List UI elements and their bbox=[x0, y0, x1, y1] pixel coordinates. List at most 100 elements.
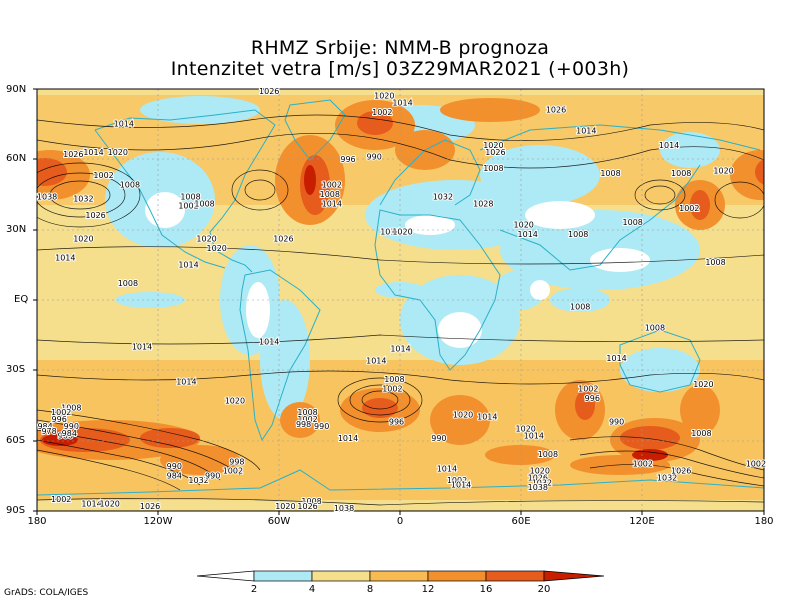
pressure-label: 1032 bbox=[73, 195, 93, 204]
pressure-label: 998 bbox=[296, 420, 311, 429]
pressure-label: 1008 bbox=[623, 218, 643, 227]
lat-tick-label: 90N bbox=[6, 84, 27, 95]
pressure-label: 998 bbox=[229, 457, 244, 466]
colorbar-level-label: 12 bbox=[421, 584, 435, 595]
lat-tick-label: EQ bbox=[14, 294, 29, 305]
pressure-label: 1002 bbox=[382, 385, 402, 394]
pressure-label: 990 bbox=[167, 462, 182, 471]
pressure-label: 984 bbox=[62, 429, 77, 438]
pressure-label: 1008 bbox=[384, 375, 404, 384]
graticule bbox=[37, 89, 764, 511]
pressure-label: 1008 bbox=[691, 429, 711, 438]
pressure-label: 1014 bbox=[178, 260, 198, 269]
pressure-label: 1002 bbox=[178, 202, 198, 211]
pressure-label: 1032 bbox=[532, 478, 552, 487]
pressure-label: 1026 bbox=[85, 211, 105, 220]
pressure-label: 1020 bbox=[530, 467, 550, 476]
pressure-label: 1020 bbox=[453, 410, 473, 419]
pressure-label: 984 bbox=[167, 471, 182, 480]
pressure-label: 1008 bbox=[600, 169, 620, 178]
pressure-label: 1014 bbox=[83, 148, 103, 157]
pressure-label: 1002 bbox=[297, 415, 317, 424]
pressure-label: 1026 bbox=[140, 502, 160, 511]
pressure-label: 1008 bbox=[61, 403, 81, 412]
pressure-label: 1014 bbox=[81, 500, 101, 509]
pressure-label: 1020 bbox=[108, 148, 128, 157]
pressure-label: 1008 bbox=[120, 181, 140, 190]
pressure-label: 1020 bbox=[713, 167, 733, 176]
pressure-label: 1008 bbox=[118, 279, 138, 288]
pressure-label: 990 bbox=[314, 422, 329, 431]
pressure-label: 1038 bbox=[528, 483, 548, 492]
pressure-label: 1014 bbox=[437, 464, 457, 473]
lon-tick-label: 180 bbox=[754, 516, 774, 527]
pressure-label: 1002 bbox=[223, 467, 243, 476]
lon-tick-label: 60W bbox=[267, 516, 291, 527]
pressure-label: 1032 bbox=[188, 476, 208, 485]
pressure-label: 1008 bbox=[671, 169, 691, 178]
colorbar-high-arrow bbox=[543, 570, 605, 582]
pressure-label: 1008 bbox=[568, 230, 588, 239]
pressure-label: 1026 bbox=[63, 150, 83, 159]
pressure-label: 1002 bbox=[447, 476, 467, 485]
lat-tick-label: 90S bbox=[6, 505, 26, 516]
map-title: RHMZ Srbije: NMM-B prognoza bbox=[250, 37, 550, 59]
pressure-label: 1014 bbox=[132, 342, 152, 351]
pressure-label: 1026 bbox=[528, 474, 548, 483]
lon-tick-label: 180 bbox=[27, 516, 47, 527]
pressure-label: 1008 bbox=[538, 450, 558, 459]
pressure-label: 1002 bbox=[633, 460, 653, 469]
pressure-label: 1032 bbox=[657, 474, 677, 483]
colorbar-segment bbox=[253, 570, 313, 582]
pressure-label: 1008 bbox=[301, 497, 321, 506]
lon-tick-label: 120E bbox=[629, 516, 655, 527]
lon-tick-label: 0 bbox=[396, 516, 404, 527]
pressure-label: 996 bbox=[389, 417, 404, 426]
pressure-label: 1014 bbox=[322, 199, 342, 208]
pressure-label: 1020 bbox=[225, 396, 245, 405]
pressure-label: 1026 bbox=[485, 148, 505, 157]
pressure-label: 1020 bbox=[516, 424, 536, 433]
pressure-label: 1008 bbox=[297, 408, 317, 417]
colorbar-segment bbox=[311, 570, 371, 582]
pressure-label: 1020 bbox=[196, 235, 216, 244]
pressure-label: 1014 bbox=[606, 354, 626, 363]
pressure-label: 1014 bbox=[392, 99, 412, 108]
colorbar-level-label: 4 bbox=[308, 584, 316, 595]
colorbar-segment bbox=[485, 570, 545, 582]
colorbar bbox=[196, 570, 605, 582]
pressure-label: 1008 bbox=[194, 199, 214, 208]
pressure-label: 1032 bbox=[433, 192, 453, 201]
pressure-label: 984 bbox=[37, 422, 52, 431]
pressure-label: 1014 bbox=[659, 141, 679, 150]
pressure-label: 1014 bbox=[259, 338, 279, 347]
map-subtitle: Intenzitet vetra [m/s] 03Z29MAR2021 (+00… bbox=[170, 58, 630, 80]
pressure-label: 996 bbox=[340, 155, 355, 164]
pressure-label: 1028 bbox=[473, 199, 493, 208]
pressure-label: 1008 bbox=[705, 258, 725, 267]
colorbar-level-label: 20 bbox=[537, 584, 551, 595]
pressure-label: 1026 bbox=[297, 502, 317, 511]
pressure-label: 1014 bbox=[390, 345, 410, 354]
colorbar-segment bbox=[369, 570, 429, 582]
pressure-label: 990 bbox=[609, 417, 624, 426]
pressure-label: 1002 bbox=[51, 495, 71, 504]
pressure-label: 990 bbox=[431, 434, 446, 443]
pressure-label: 1020 bbox=[514, 221, 534, 230]
pressure-label: 1014 bbox=[451, 481, 471, 490]
pressure-label: 1014 bbox=[518, 230, 538, 239]
pressure-label: 1002 bbox=[746, 460, 766, 469]
pressure-label: 1002 bbox=[679, 204, 699, 213]
pressure-label: 1026 bbox=[671, 467, 691, 476]
lon-tick-label: 60E bbox=[511, 516, 531, 527]
isobar-contours bbox=[37, 114, 764, 506]
pressure-label: 1014 bbox=[524, 432, 544, 441]
colorbar-level-label: 16 bbox=[479, 584, 493, 595]
lat-tick-label: 30N bbox=[6, 224, 27, 235]
colorbar-level-label: 2 bbox=[250, 584, 258, 595]
pressure-label: 1026 bbox=[259, 87, 279, 96]
colorbar-level-label: 8 bbox=[366, 584, 374, 595]
pressure-label: 1020 bbox=[100, 500, 120, 509]
